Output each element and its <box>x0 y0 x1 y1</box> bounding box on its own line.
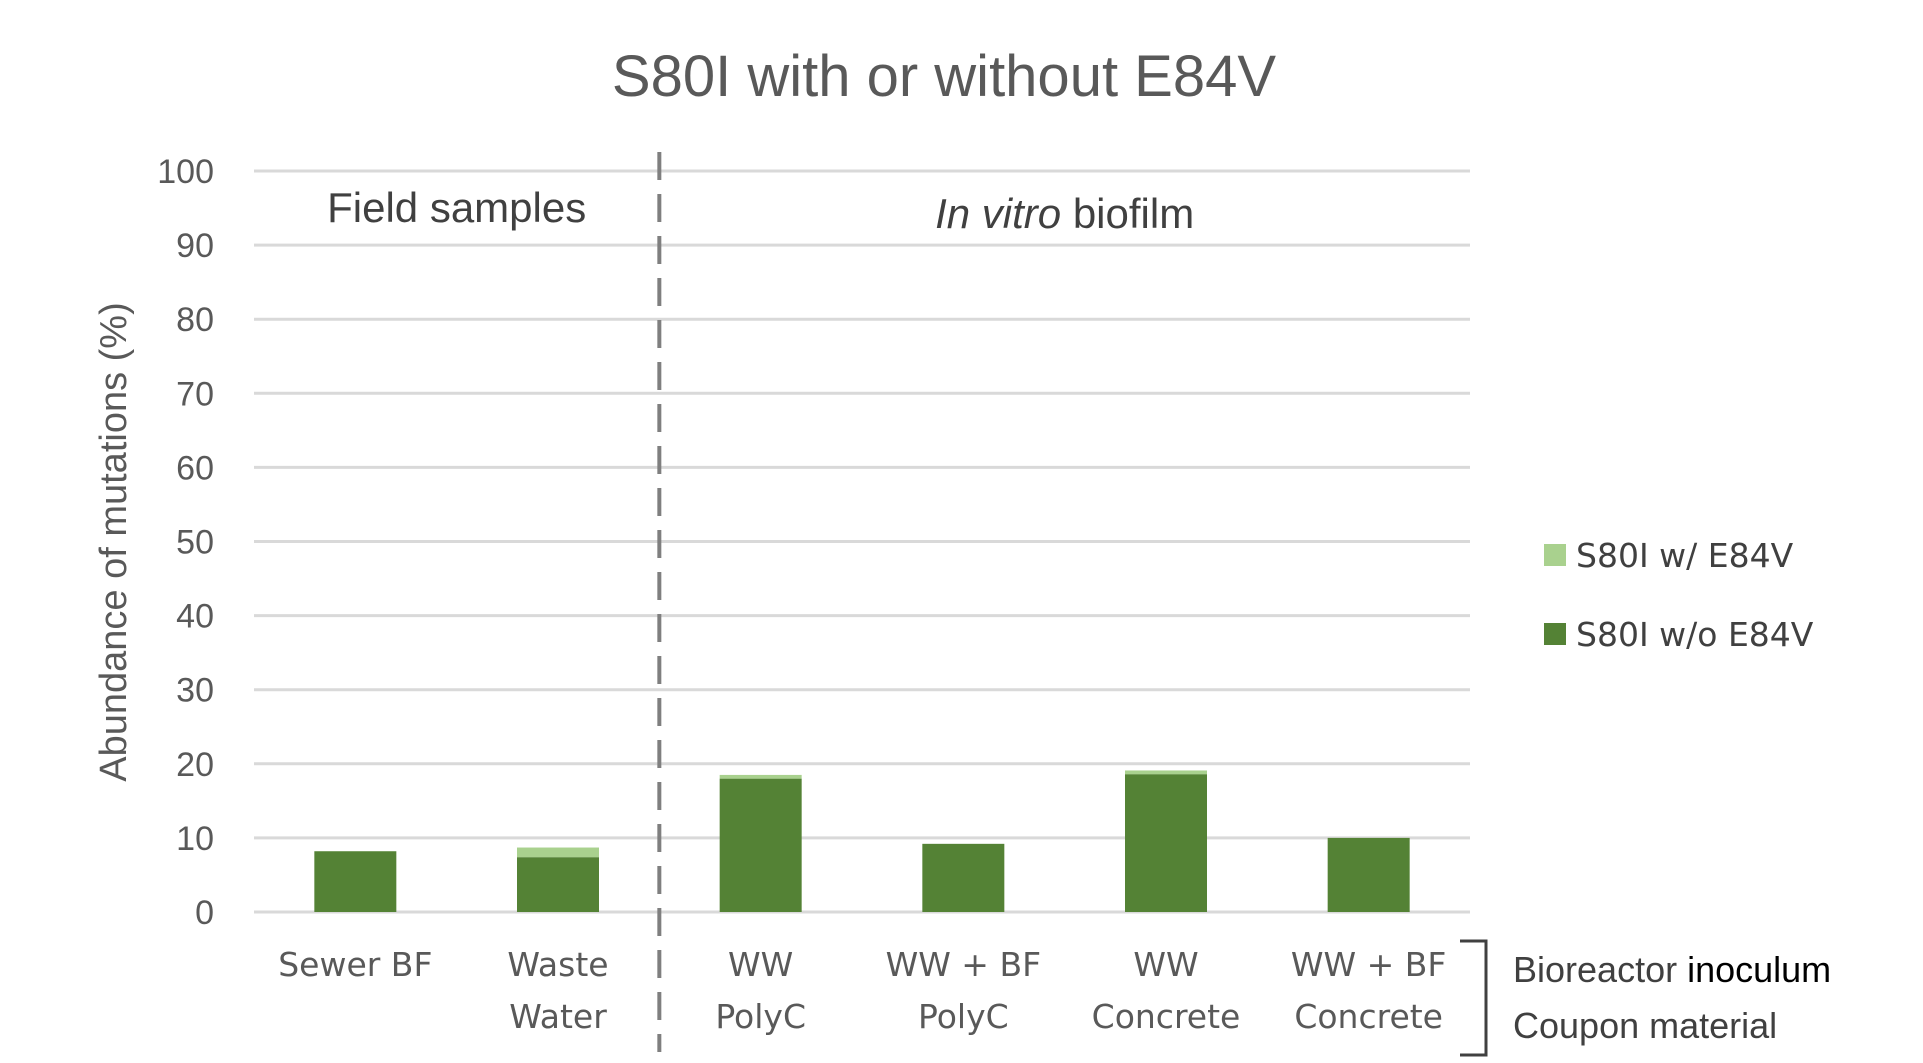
y-tick-label: 60 <box>176 449 214 487</box>
side-label-emphasis: inoculum <box>1687 949 1831 990</box>
bar-without-e84v <box>517 857 599 912</box>
side-labels: Bioreactor inoculum Coupon material <box>1460 939 1831 1057</box>
bar-with-e84v <box>1125 770 1207 775</box>
x-category-label: WW <box>728 945 793 984</box>
y-axis-ticks: 0 10 20 30 40 50 60 70 80 90 100 <box>157 153 214 932</box>
bar-without-e84v <box>719 778 802 912</box>
bar-without-e84v <box>314 851 397 912</box>
gridlines <box>254 169 1470 914</box>
x-category-label: PolyC <box>715 997 806 1036</box>
x-category-label: Sewer BF <box>278 945 432 984</box>
y-tick-label: 30 <box>176 672 214 710</box>
legend: S80I w/ E84V S80I w/o E84V <box>1544 536 1814 654</box>
x-category-label: WW + BF <box>886 945 1042 984</box>
chart-title: S80I with or without E84V <box>612 44 1276 109</box>
y-tick-label: 0 <box>195 894 214 932</box>
side-label-text: Bioreactor <box>1513 949 1687 990</box>
legend-swatch <box>1544 623 1566 645</box>
y-tick-label: 50 <box>176 524 214 562</box>
region-label: Field samples <box>327 184 586 231</box>
y-tick-label: 10 <box>176 820 214 858</box>
region-label-text: Field samples <box>327 184 586 231</box>
side-label: Bioreactor inoculum <box>1513 949 1831 990</box>
region-label-italic: In vitro <box>935 190 1061 237</box>
y-tick-label: 40 <box>176 598 214 636</box>
y-tick-label: 20 <box>176 746 214 784</box>
bar-without-e84v <box>1327 837 1410 912</box>
y-tick-label: 80 <box>176 301 214 339</box>
x-category-label: WW <box>1133 945 1198 984</box>
x-category-label: Concrete <box>1092 997 1241 1036</box>
side-bracket <box>1460 939 1488 1057</box>
x-category-label: PolyC <box>918 997 1009 1036</box>
bar-without-e84v <box>1125 774 1207 912</box>
x-category-label: WW + BF <box>1291 945 1447 984</box>
side-label: Coupon material <box>1513 1005 1777 1046</box>
legend-label: S80I w/ E84V <box>1576 536 1794 575</box>
legend-swatch <box>1544 544 1566 566</box>
bar-with-e84v <box>517 847 599 858</box>
y-tick-label: 90 <box>176 227 214 265</box>
x-category-label: Water <box>509 997 607 1036</box>
y-axis-label: Abundance of mutations (%) <box>93 302 135 782</box>
bar-without-e84v <box>922 843 1005 912</box>
y-tick-label: 70 <box>176 375 214 413</box>
region-labels: Field samples In vitro biofilm <box>327 184 1194 237</box>
y-tick-label: 100 <box>157 153 214 191</box>
region-label: In vitro biofilm <box>935 190 1194 237</box>
bar-with-e84v <box>719 774 802 779</box>
side-label-text: Coupon material <box>1513 1005 1777 1046</box>
legend-label: S80I w/o E84V <box>1576 615 1814 654</box>
x-axis-categories: Sewer BF Waste Water WW PolyC WW + BF PolyC WW C… <box>278 945 1446 1036</box>
x-category-label: Waste <box>507 945 608 984</box>
bars <box>314 770 1410 912</box>
x-category-label: Concrete <box>1294 997 1443 1036</box>
region-label-text: biofilm <box>1061 190 1194 237</box>
